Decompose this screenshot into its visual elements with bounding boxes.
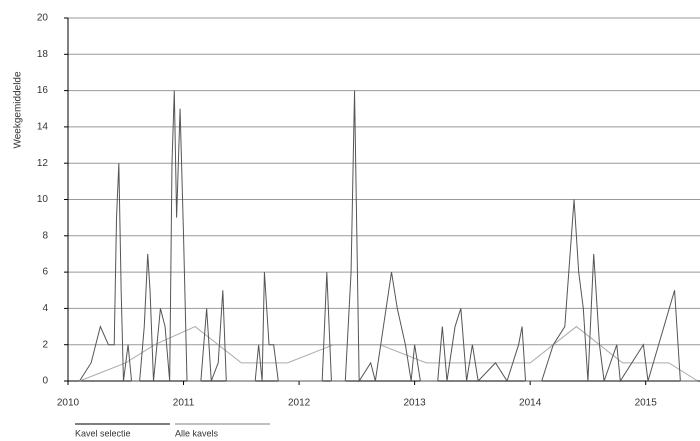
y-tick-label: 10 [37,194,49,205]
y-tick-label: 20 [37,13,49,24]
x-tick-label: 2013 [403,398,426,409]
y-tick-label: 4 [42,303,48,314]
line-series [79,325,698,382]
y-tick-label: 8 [42,230,48,241]
x-tick-label: 2015 [635,398,658,409]
y-tick-label: 14 [37,122,49,133]
y-tick-label: 0 [42,376,48,387]
x-tick-label: 2011 [173,398,195,409]
line-series [79,90,698,383]
legend-label: Alle kavels [175,428,219,438]
y-tick-label: 2 [42,339,48,350]
y-tick-label: 16 [37,85,49,96]
x-tick-label: 2014 [519,398,542,409]
y-tick-label: 12 [37,158,49,169]
y-axis-label: Weekgemiddelde [13,71,24,149]
legend-label: Kavel selectie [75,428,131,438]
x-tick-label: 2010 [57,398,80,409]
y-tick-label: 18 [37,49,49,60]
y-tick-label: 6 [42,267,48,278]
x-tick-label: 2012 [288,398,311,409]
